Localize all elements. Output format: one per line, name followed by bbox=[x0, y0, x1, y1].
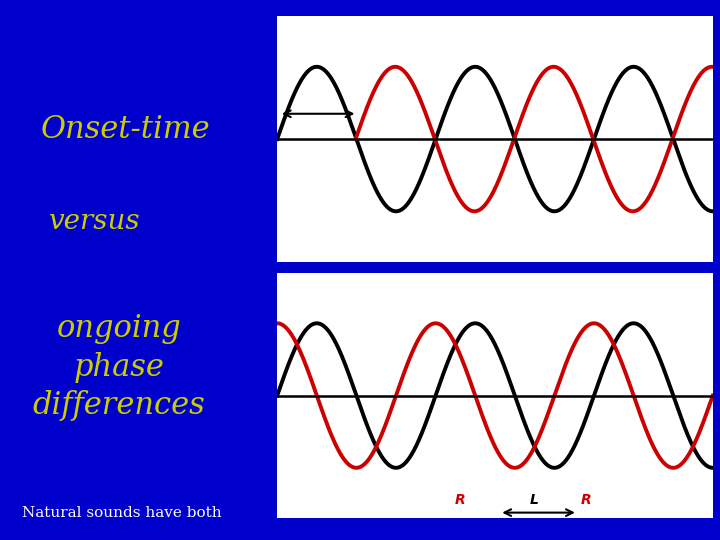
Text: ongoing
phase
differences: ongoing phase differences bbox=[32, 314, 205, 421]
Text: versus: versus bbox=[49, 208, 140, 235]
Text: L: L bbox=[530, 494, 539, 508]
Text: R: R bbox=[455, 494, 465, 508]
Text: R: R bbox=[581, 494, 592, 508]
Text: Onset-time: Onset-time bbox=[40, 114, 210, 145]
Text: Natural sounds have both: Natural sounds have both bbox=[22, 506, 221, 520]
